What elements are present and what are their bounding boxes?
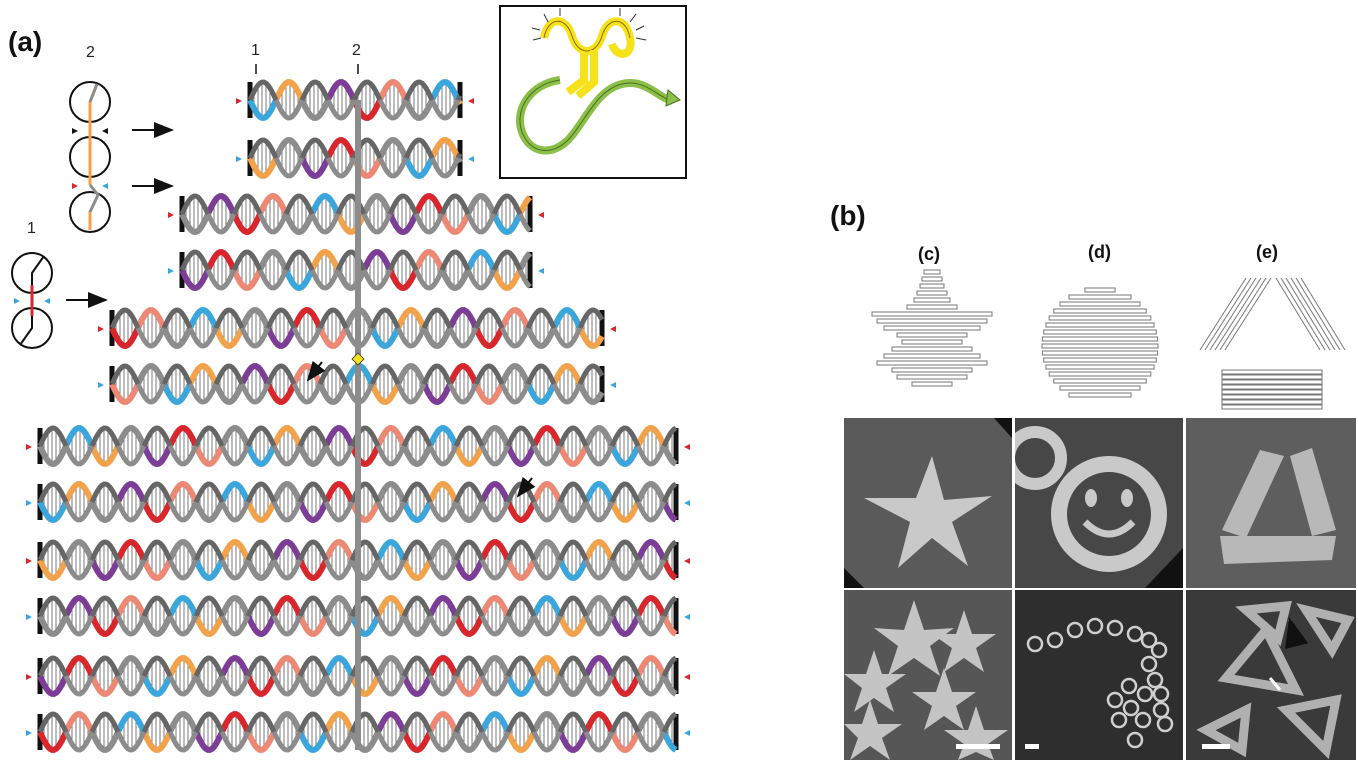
shape-label-smiley: (d) (1088, 242, 1111, 262)
shape-label-star: (c) (918, 244, 940, 264)
afm-triangle-field (1186, 590, 1356, 760)
star-design-diagram (871, 269, 993, 387)
afm-smiley-closeup (1015, 418, 1183, 588)
afm-star-field (844, 590, 1012, 760)
helix-array (26, 79, 690, 753)
schematic-label-1: 1 (27, 220, 36, 237)
column-label-2: 2 (352, 42, 361, 59)
afm-triangle-closeup (1186, 418, 1356, 588)
smiley-design-diagram (1041, 287, 1159, 398)
afm-star-closeup (844, 418, 1012, 588)
crossover-schematics (11, 64, 359, 349)
panel-b-label: (b) (830, 200, 866, 231)
column-label-1: 1 (251, 42, 260, 59)
afm-smiley-field (1015, 590, 1183, 760)
triangle-design-diagram (1199, 277, 1346, 410)
shape-label-triangle: (e) (1256, 242, 1278, 262)
schematic-label-2: 2 (86, 44, 95, 61)
inset-helix-illustration (499, 5, 687, 179)
panel-a-label: (a) (8, 26, 43, 57)
